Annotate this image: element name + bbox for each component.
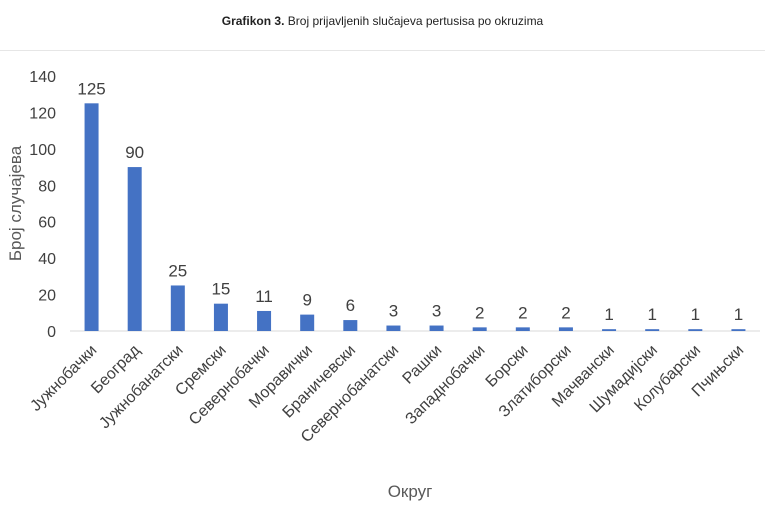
data-label: 1	[604, 305, 613, 324]
y-tick-label: 120	[29, 105, 56, 122]
data-label: 125	[77, 79, 105, 98]
chart-title: Grafikon 3. Broj prijavljenih slučajeva …	[0, 14, 765, 28]
bar	[558, 327, 573, 331]
chart-title-number: Grafikon 3.	[221, 14, 285, 28]
bar	[472, 327, 487, 331]
data-label: 90	[125, 143, 144, 162]
bar	[170, 285, 185, 331]
data-label: 1	[734, 305, 743, 324]
bar	[645, 329, 660, 331]
y-axis-ticks: 0 20 40 60 80 100 120 140	[29, 69, 56, 341]
chart-title-text: Broj prijavljenih slučajeva pertusisa po…	[287, 14, 544, 28]
bar	[386, 325, 401, 331]
data-label: 1	[691, 305, 700, 324]
bar	[300, 314, 315, 331]
y-tick-label: 20	[38, 288, 56, 305]
bar	[602, 329, 617, 331]
data-label: 2	[518, 303, 527, 322]
category-label: Јужнобачки	[27, 342, 100, 415]
bar	[343, 320, 358, 331]
y-tick-label: 140	[29, 69, 56, 86]
data-label: 15	[211, 280, 230, 299]
data-label: 2	[475, 303, 484, 322]
bars	[84, 103, 746, 331]
x-axis-title: Округ	[388, 482, 433, 501]
y-tick-label: 80	[38, 178, 56, 195]
bar	[515, 327, 530, 331]
bar	[84, 103, 99, 331]
bar	[257, 310, 272, 331]
data-label: 1	[647, 305, 656, 324]
data-label: 2	[561, 303, 570, 322]
y-tick-label: 60	[38, 215, 56, 232]
bar	[127, 167, 142, 331]
bar	[213, 303, 228, 331]
category-labels: ЈужнобачкиБеоградЈужнобанатскиСремскиСев…	[27, 341, 747, 446]
data-label: 6	[346, 296, 355, 315]
y-tick-label: 0	[47, 324, 56, 341]
y-axis-title: Број случајева	[6, 145, 25, 261]
data-label: 9	[302, 291, 311, 310]
y-tick-label: 100	[29, 142, 56, 159]
data-label: 11	[255, 287, 273, 306]
data-label: 3	[432, 302, 441, 321]
bar	[688, 329, 703, 331]
category-label: Западнобачки	[402, 342, 488, 428]
data-label: 25	[168, 261, 187, 280]
bar	[731, 329, 746, 331]
data-label: 3	[389, 302, 398, 321]
title-separator	[0, 50, 765, 51]
bar	[429, 325, 444, 331]
y-tick-label: 40	[38, 251, 56, 268]
title-bar: Grafikon 3. Broj prijavljenih slučajeva …	[0, 0, 765, 50]
